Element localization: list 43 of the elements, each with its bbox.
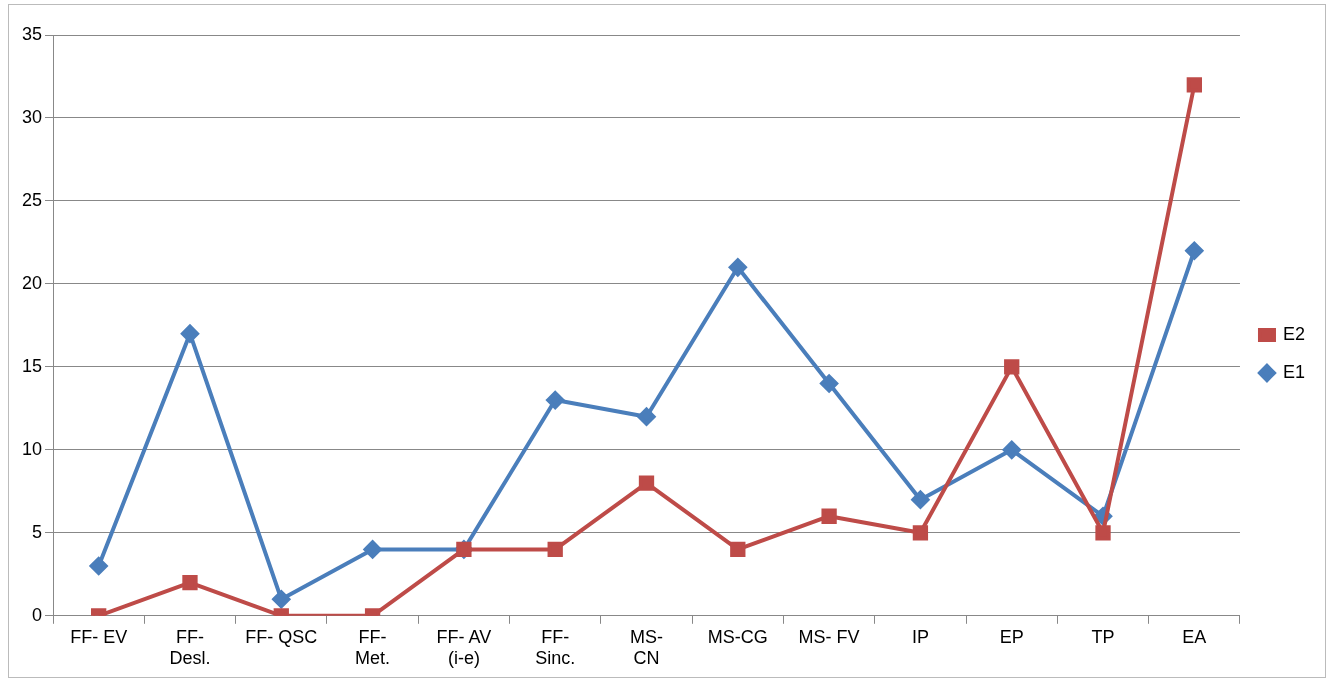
point: [180, 324, 199, 343]
x-tick-label: FF- AV (i-e): [436, 626, 492, 669]
point: [637, 407, 656, 426]
legend-label: E2: [1282, 323, 1306, 344]
point: [546, 391, 565, 410]
point: [547, 541, 563, 558]
x-tick-label: IP: [911, 626, 929, 647]
point: [728, 258, 747, 277]
point: [363, 540, 382, 559]
y-tick-label: 10: [21, 438, 43, 459]
x-tick-label: FF- Sinc.: [535, 626, 576, 669]
x-tick-label: FF- Met.: [355, 626, 391, 669]
point: [638, 475, 655, 491]
y-tick-label: 25: [21, 189, 43, 210]
x-tick-label: TP: [1091, 626, 1115, 647]
y-tick-label: 5: [32, 521, 43, 542]
x-tick-label: MS-CG: [707, 626, 768, 647]
y-tick-label: 35: [21, 23, 43, 44]
point: [911, 490, 930, 509]
point: [820, 374, 839, 393]
point: [1186, 77, 1202, 93]
x-tick-label: EA: [1182, 626, 1207, 647]
point: [1004, 359, 1020, 375]
point: [821, 508, 837, 524]
point: [182, 574, 198, 591]
point: [730, 541, 746, 558]
legend-label: E1: [1282, 361, 1306, 382]
point: [272, 590, 291, 609]
y-tick-label: 15: [21, 355, 43, 376]
y-tick-label: 20: [21, 272, 43, 293]
point: [1185, 241, 1204, 260]
point: [1002, 440, 1021, 459]
y-tick-label: 30: [21, 106, 43, 127]
x-tick-label: FF- QSC: [245, 626, 318, 647]
point: [912, 525, 929, 541]
x-tick-label: FF- EV: [70, 626, 128, 647]
x-tick-label: MS- CN: [630, 626, 663, 669]
y-tick-label: 0: [32, 604, 43, 625]
x-tick-label: FF- Desl.: [169, 626, 211, 669]
point: [1095, 525, 1111, 541]
x-tick-label: MS- FV: [798, 626, 860, 647]
point: [89, 557, 108, 576]
x-tick-label: EP: [999, 626, 1024, 647]
